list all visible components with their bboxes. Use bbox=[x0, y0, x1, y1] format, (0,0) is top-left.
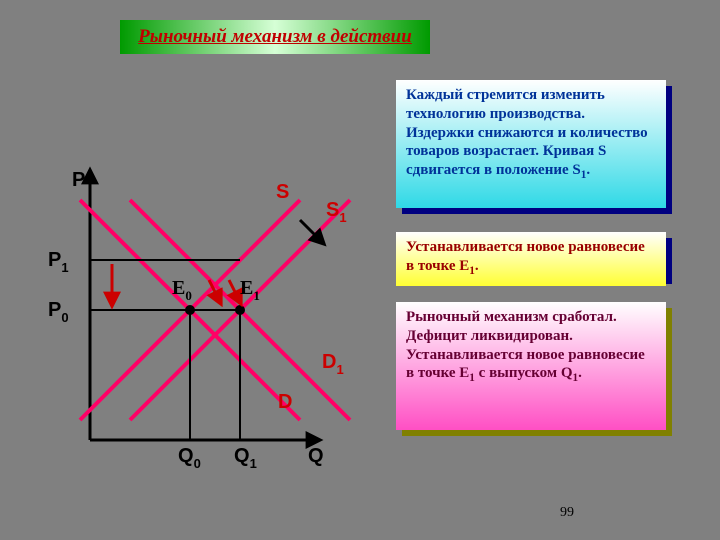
supply-demand-chart: PQSS1DD1P0P1Q0Q1Е0Е1 bbox=[30, 150, 390, 490]
svg-text:S: S bbox=[276, 181, 289, 203]
textbox-1: Каждый стремится изменить технологию про… bbox=[396, 80, 666, 208]
textbox-3-tail: . bbox=[578, 365, 582, 381]
svg-text:D1: D1 bbox=[322, 351, 344, 377]
textbox-2: Устанавливается новое равновесие в точке… bbox=[396, 232, 666, 286]
slide: Рыночный механизм в действии Каждый стре… bbox=[0, 0, 720, 540]
textbox-1-text: Каждый стремится изменить технологию про… bbox=[406, 87, 648, 178]
svg-text:P1: P1 bbox=[48, 249, 69, 275]
svg-text:D: D bbox=[278, 391, 292, 413]
textbox-1-tail: . bbox=[586, 162, 590, 178]
textbox-3-mid: с выпуском Q bbox=[475, 365, 573, 381]
svg-text:P: P bbox=[72, 169, 85, 191]
textbox-2-text: Устанавливается новое равновесие в точке… bbox=[406, 239, 645, 274]
textbox-3: Рыночный механизм сработал. Дефицит ликв… bbox=[396, 302, 666, 430]
title-banner: Рыночный механизм в действии bbox=[120, 20, 430, 54]
title-text: Рыночный механизм в действии bbox=[138, 26, 412, 48]
svg-text:P0: P0 bbox=[48, 299, 69, 325]
svg-text:Q1: Q1 bbox=[234, 445, 257, 471]
svg-text:Q0: Q0 bbox=[178, 445, 201, 471]
page-number: 99 bbox=[560, 505, 574, 521]
textbox-2-tail: . bbox=[475, 258, 479, 274]
svg-text:Q: Q bbox=[308, 445, 324, 467]
